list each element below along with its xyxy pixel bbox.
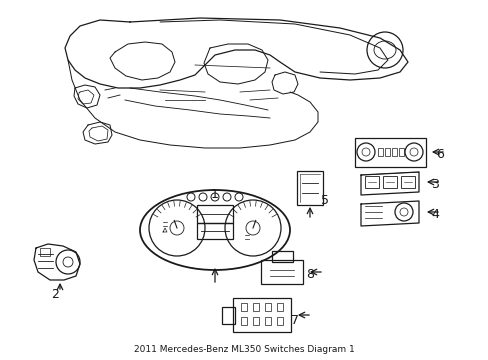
Text: 7: 7 (290, 314, 298, 327)
Text: 2: 2 (51, 288, 59, 302)
Text: 5: 5 (320, 194, 328, 207)
Text: 2011 Mercedes-Benz ML350 Switches Diagram 1: 2011 Mercedes-Benz ML350 Switches Diagra… (133, 346, 354, 355)
Text: 4: 4 (430, 208, 438, 221)
Text: 1: 1 (211, 189, 219, 202)
Text: 8: 8 (305, 269, 313, 282)
Text: 6: 6 (435, 148, 443, 162)
Text: 3: 3 (430, 179, 438, 192)
